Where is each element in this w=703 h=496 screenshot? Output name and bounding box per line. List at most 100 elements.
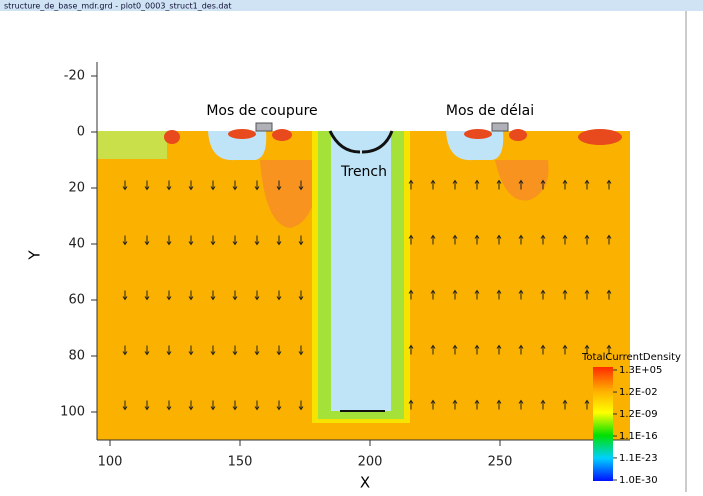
vector-arrowhead bbox=[584, 289, 590, 294]
vector-arrowhead bbox=[166, 241, 172, 246]
vector-arrowhead bbox=[430, 344, 436, 349]
vector-arrowhead bbox=[276, 241, 282, 246]
x-axis-label: X bbox=[360, 474, 370, 492]
hot-spot bbox=[272, 129, 292, 141]
region-density bbox=[495, 160, 549, 201]
window-title: structure_de_base_mdr.grd - plot0_0003_s… bbox=[4, 2, 232, 11]
vector-arrowhead bbox=[540, 399, 546, 404]
colorbar-label: 1.2E-02 bbox=[619, 387, 658, 398]
vector-arrowhead bbox=[562, 179, 568, 184]
vector-arrowhead bbox=[408, 344, 414, 349]
vector-arrowhead bbox=[144, 351, 150, 356]
vector-arrowhead bbox=[408, 399, 414, 404]
annotation: Mos de délai bbox=[446, 103, 534, 119]
vector-arrowhead bbox=[254, 241, 260, 246]
vector-arrowhead bbox=[518, 179, 524, 184]
vector-arrowhead bbox=[408, 179, 414, 184]
vector-arrowhead bbox=[562, 234, 568, 239]
gate bbox=[255, 122, 273, 132]
vector-arrowhead bbox=[188, 406, 194, 411]
annotation: Trench bbox=[340, 164, 387, 180]
vector-arrowhead bbox=[496, 179, 502, 184]
colorbar-label: 1.2E-09 bbox=[619, 409, 658, 420]
y-tick-label: 100 bbox=[60, 405, 85, 420]
vector-arrowhead bbox=[430, 289, 436, 294]
vector-arrowhead bbox=[188, 351, 194, 356]
colorbar-label: 1.1E-16 bbox=[619, 431, 658, 442]
vector-field bbox=[122, 179, 612, 411]
vector-arrowhead bbox=[496, 289, 502, 294]
vector-arrowhead bbox=[584, 344, 590, 349]
vector-arrowhead bbox=[210, 406, 216, 411]
x-tick-label: 150 bbox=[228, 455, 253, 470]
vector-arrowhead bbox=[474, 399, 480, 404]
colorbar-label: 1.3E+05 bbox=[619, 365, 662, 376]
vector-arrowhead bbox=[452, 289, 458, 294]
vector-arrowhead bbox=[540, 179, 546, 184]
x-tick-label: 100 bbox=[98, 455, 123, 470]
vector-arrowhead bbox=[188, 241, 194, 246]
vector-arrowhead bbox=[210, 186, 216, 191]
vector-arrowhead bbox=[232, 296, 238, 301]
vector-arrowhead bbox=[584, 234, 590, 239]
vector-arrowhead bbox=[518, 344, 524, 349]
vector-arrowhead bbox=[188, 186, 194, 191]
y-tick-label: -20 bbox=[64, 69, 85, 84]
vector-arrowhead bbox=[122, 406, 128, 411]
vector-arrowhead bbox=[144, 186, 150, 191]
hot-spot bbox=[464, 129, 492, 139]
vector-arrowhead bbox=[584, 179, 590, 184]
vector-arrowhead bbox=[254, 186, 260, 191]
vector-arrowhead bbox=[232, 241, 238, 246]
x-tick-label: 200 bbox=[358, 455, 383, 470]
well bbox=[446, 131, 504, 161]
vector-arrowhead bbox=[254, 296, 260, 301]
vector-arrowhead bbox=[452, 344, 458, 349]
vector-arrowhead bbox=[518, 399, 524, 404]
annotation: Mos de coupure bbox=[206, 103, 317, 119]
y-tick-label: 60 bbox=[68, 293, 85, 308]
vector-arrowhead bbox=[254, 351, 260, 356]
vector-arrowhead bbox=[188, 296, 194, 301]
vector-arrowhead bbox=[298, 186, 304, 191]
vector-arrowhead bbox=[144, 241, 150, 246]
hot-spot bbox=[164, 130, 180, 144]
vector-arrowhead bbox=[540, 344, 546, 349]
vector-arrowhead bbox=[474, 289, 480, 294]
vector-arrowhead bbox=[298, 296, 304, 301]
y-tick-label: 20 bbox=[68, 181, 85, 196]
vector-arrowhead bbox=[474, 234, 480, 239]
gate bbox=[491, 122, 509, 132]
vector-arrowhead bbox=[430, 179, 436, 184]
hot-spot bbox=[509, 129, 527, 141]
vector-arrowhead bbox=[562, 399, 568, 404]
vector-arrowhead bbox=[496, 234, 502, 239]
vector-arrowhead bbox=[606, 344, 612, 349]
vector-arrowhead bbox=[606, 234, 612, 239]
vector-arrowhead bbox=[166, 406, 172, 411]
colorbar-title: TotalCurrentDensity bbox=[581, 352, 681, 363]
vector-arrowhead bbox=[144, 296, 150, 301]
hot-spot bbox=[228, 129, 256, 139]
vector-arrowhead bbox=[606, 289, 612, 294]
vector-arrowhead bbox=[122, 241, 128, 246]
region-surface bbox=[97, 131, 167, 159]
vector-arrowhead bbox=[232, 186, 238, 191]
vector-arrowhead bbox=[122, 296, 128, 301]
vector-arrowhead bbox=[408, 289, 414, 294]
vector-arrowhead bbox=[452, 179, 458, 184]
vector-arrowhead bbox=[518, 289, 524, 294]
vector-arrowhead bbox=[518, 234, 524, 239]
vector-arrowhead bbox=[496, 344, 502, 349]
vector-arrowhead bbox=[232, 406, 238, 411]
y-tick-label: 0 bbox=[77, 125, 85, 140]
vector-arrowhead bbox=[584, 399, 590, 404]
well bbox=[208, 131, 267, 161]
vector-arrowhead bbox=[430, 234, 436, 239]
hot-spot bbox=[578, 129, 622, 145]
vector-arrowhead bbox=[276, 406, 282, 411]
vector-arrowhead bbox=[210, 296, 216, 301]
title-bar bbox=[0, 0, 703, 11]
trench-cap bbox=[328, 130, 394, 154]
